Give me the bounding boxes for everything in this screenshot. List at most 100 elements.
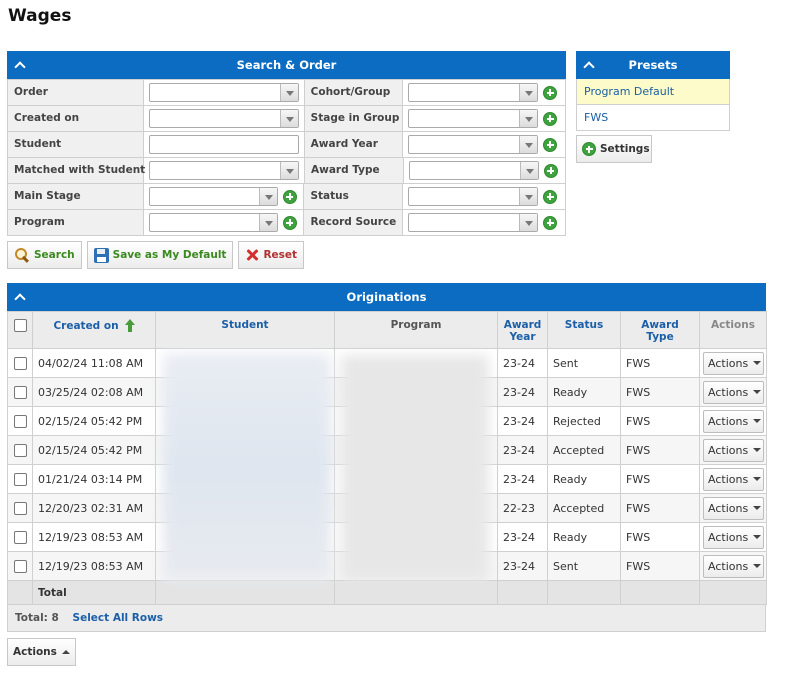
select-all-checkbox[interactable] [13,319,27,332]
row-select-cell[interactable] [7,435,33,465]
search-order-panel: Search & Order Order Cohort/Group Create… [7,51,566,269]
add-plus-icon[interactable] [282,215,297,230]
created-on-cell: 04/02/24 11:08 AM [32,348,156,378]
dropdown-arrow-icon[interactable] [280,162,298,179]
total-row: Total [7,580,767,605]
row-select-cell[interactable] [7,493,33,523]
total-empty-cell [547,580,621,605]
select-all-header[interactable] [7,311,33,349]
search-field-label: Program [8,210,144,236]
settings-button[interactable]: Settings [576,135,652,163]
row-actions-button[interactable]: Actions [703,380,764,404]
row-checkbox[interactable] [13,443,27,457]
dropdown-arrow-icon[interactable] [258,188,277,205]
add-plus-icon[interactable] [543,137,558,152]
collapse-chevron-icon[interactable] [583,51,595,79]
filter-field-select[interactable] [408,109,539,128]
preset-fws[interactable]: FWS [576,105,730,131]
row-actions-button[interactable]: Actions [703,467,764,491]
search-field-select[interactable] [148,109,299,128]
row-actions-label: Actions [708,443,749,457]
search-field-value [143,184,305,210]
dropdown-arrow-icon[interactable] [279,84,298,101]
dropdown-arrow-icon[interactable] [519,136,538,153]
row-select-cell[interactable] [7,377,33,407]
close-icon [245,248,259,262]
created-on-cell: 02/15/24 05:42 PM [32,406,156,436]
add-plus-icon[interactable] [543,215,558,230]
search-form-row: Matched with Student Award Type [8,158,566,184]
dropdown-arrow-icon[interactable] [519,214,538,231]
dropdown-arrow-icon[interactable] [519,110,538,127]
actions-cell: Actions [699,493,767,523]
add-plus-icon[interactable] [282,189,297,204]
add-plus-icon[interactable] [543,85,558,100]
row-actions-button[interactable]: Actions [703,496,764,520]
search-field-select[interactable] [148,83,299,102]
filter-field-select[interactable] [408,187,539,206]
search-field-select[interactable] [148,213,278,232]
reset-button[interactable]: Reset [238,241,305,269]
page-title: Wages [8,6,72,26]
add-plus-icon[interactable] [543,163,558,178]
originations-header[interactable]: Originations [7,283,766,311]
award-type-cell: FWS [620,464,700,494]
filter-field-select[interactable] [408,161,539,180]
search-field-select[interactable] [149,161,299,180]
row-select-cell[interactable] [7,551,33,581]
col-created-on[interactable]: Created on [32,311,156,349]
collapse-chevron-icon[interactable] [14,283,26,311]
col-program: Program [334,311,498,349]
col-award-year[interactable]: Award Year [497,311,548,349]
row-select-cell[interactable] [7,348,33,378]
col-status[interactable]: Status [547,311,621,349]
row-checkbox[interactable] [13,501,27,515]
search-button[interactable]: Search [7,241,82,269]
award-year-cell: 23-24 [497,435,548,465]
row-actions-button[interactable]: Actions [703,438,764,462]
presets-header[interactable]: Presets [576,51,730,79]
row-checkbox[interactable] [13,385,27,399]
search-field-input[interactable] [148,135,299,154]
row-checkbox[interactable] [13,414,27,428]
row-checkbox[interactable] [13,530,27,544]
search-form-grid: Order Cohort/Group Created on Stage in G… [7,79,566,236]
dropdown-arrow-icon[interactable] [258,214,277,231]
col-student[interactable]: Student [155,311,335,349]
row-select-cell[interactable] [7,522,33,552]
dropdown-arrow-icon[interactable] [279,110,298,127]
preset-program-default[interactable]: Program Default [576,79,730,105]
row-actions-button[interactable]: Actions [703,554,764,578]
dropdown-arrow-icon[interactable] [519,162,538,179]
row-checkbox[interactable] [13,356,27,370]
row-actions-button[interactable]: Actions [703,351,764,375]
row-actions-button[interactable]: Actions [703,525,764,549]
save-default-label: Save as My Default [112,249,227,261]
add-plus-icon[interactable] [543,189,558,204]
dropdown-arrow-icon[interactable] [519,188,538,205]
row-select-cell[interactable] [7,406,33,436]
search-order-header[interactable]: Search & Order [7,51,566,79]
caret-down-icon [753,506,762,510]
originations-title: Originations [346,290,427,304]
save-default-button[interactable]: Save as My Default [86,241,234,269]
row-checkbox[interactable] [13,472,27,486]
status-cell: Ready [547,377,621,407]
row-actions-button[interactable]: Actions [703,409,764,433]
filter-field-select[interactable] [408,135,539,154]
award-type-cell: FWS [620,522,700,552]
search-field-select[interactable] [148,187,278,206]
dropdown-arrow-icon[interactable] [519,84,538,101]
col-award-type[interactable]: Award Type [620,311,700,349]
search-order-title: Search & Order [236,58,337,72]
bulk-actions-button[interactable]: Actions [7,638,76,666]
filter-field-select[interactable] [408,213,539,232]
collapse-chevron-icon[interactable] [14,51,26,79]
row-checkbox[interactable] [13,559,27,573]
actions-cell: Actions [699,522,767,552]
select-all-rows-link[interactable]: Select All Rows [72,612,164,624]
add-plus-icon[interactable] [543,111,558,126]
filter-field-select[interactable] [408,83,539,102]
row-select-cell[interactable] [7,464,33,494]
search-field-label: Created on [8,106,144,132]
